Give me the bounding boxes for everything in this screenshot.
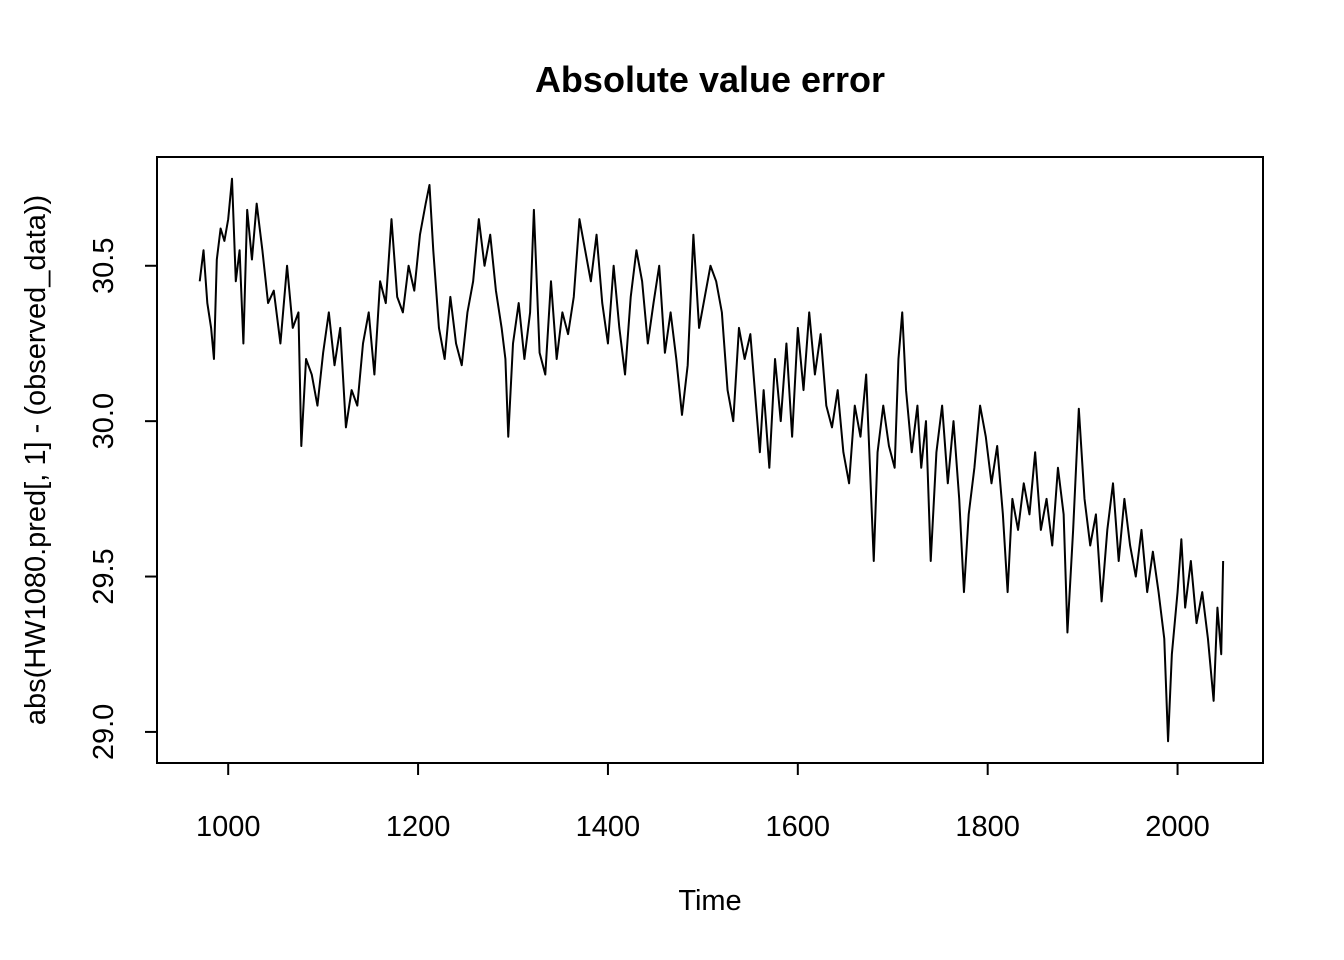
chart-title: Absolute value error — [535, 59, 885, 100]
plot-frame — [156, 156, 1264, 764]
x-tick-label: 1800 — [955, 811, 1020, 843]
y-tick-label: 30.0 — [88, 393, 120, 449]
x-tick-label: 1200 — [386, 811, 451, 843]
y-tick-label: 29.0 — [88, 704, 120, 760]
y-axis: 29.0 29.5 30.0 30.5 — [88, 238, 158, 760]
x-tick-label: 1000 — [196, 811, 261, 843]
x-axis: 1000 1200 1400 1600 1800 2000 — [196, 762, 1210, 843]
y-tick-label: 29.5 — [88, 548, 120, 604]
x-tick-label: 2000 — [1145, 811, 1210, 843]
x-axis-label: Time — [678, 885, 741, 917]
x-tick-label: 1400 — [576, 811, 641, 843]
series-layer — [198, 177, 1225, 743]
y-axis-label: abs(HW1080.pred[, 1] - (observed_data)) — [20, 195, 52, 725]
y-tick-label: 30.5 — [88, 238, 120, 294]
series-line — [198, 177, 1225, 743]
x-tick-label: 1600 — [766, 811, 831, 843]
